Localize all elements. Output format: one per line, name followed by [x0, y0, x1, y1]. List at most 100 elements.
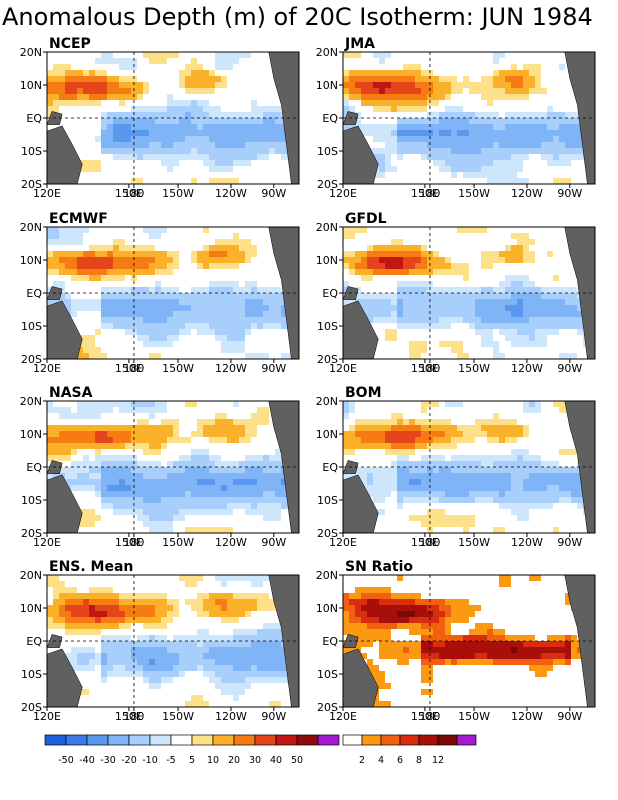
y-tick-label: 10N: [316, 79, 338, 92]
x-tick-label: 120E: [329, 710, 357, 723]
x-tick-label: 150E: [411, 710, 439, 723]
y-tick-label: 20S: [317, 178, 338, 191]
anomaly-colorbar-label: -5: [166, 755, 175, 766]
y-tick-label: 20N: [316, 46, 338, 59]
x-tick-label: 180: [419, 536, 440, 549]
y-tick-label: 20N: [20, 221, 42, 234]
y-tick-label: 10S: [21, 145, 42, 158]
panel-title: SN Ratio: [345, 559, 413, 575]
y-tick-label: EQ: [26, 287, 42, 300]
y-tick-label: 10N: [316, 254, 338, 267]
x-tick-label: 120W: [215, 187, 247, 200]
x-tick-label: 120W: [215, 362, 247, 375]
anomaly-colorbar-swatch: [44, 734, 67, 746]
anomaly-colorbar-swatch: [65, 734, 88, 746]
y-tick-label: 20N: [316, 221, 338, 234]
anomaly-colorbar-label: -30: [100, 755, 116, 766]
x-tick-label: 150E: [411, 536, 439, 549]
y-tick-label: 10S: [21, 320, 42, 333]
anomaly-colorbar-label: 10: [207, 755, 219, 766]
y-tick-label: 20S: [21, 701, 42, 714]
panel-title: ECMWF: [49, 211, 108, 227]
y-tick-label: 20N: [316, 569, 338, 582]
x-tick-label: 120E: [33, 362, 61, 375]
snr-colorbar-swatch: [380, 734, 401, 746]
anomaly-colorbar-label: 20: [228, 755, 240, 766]
y-tick-label: EQ: [322, 635, 338, 648]
x-tick-label: 180: [419, 710, 440, 723]
snr-colorbar-label: 2: [359, 755, 365, 766]
y-tick-label: 20S: [317, 701, 338, 714]
y-tick-label: 10S: [317, 494, 338, 507]
anomaly-colorbar-label: 30: [249, 755, 261, 766]
y-tick-label: EQ: [322, 112, 338, 125]
x-tick-label: 120W: [511, 710, 543, 723]
anomaly-colorbar-swatch: [296, 734, 319, 746]
x-tick-label: 90W: [261, 710, 286, 723]
snr-colorbar-swatch: [399, 734, 420, 746]
x-tick-label: 150W: [162, 536, 194, 549]
anomaly-colorbar-swatch: [86, 734, 109, 746]
x-tick-label: 180: [123, 710, 144, 723]
x-tick-label: 150W: [162, 187, 194, 200]
field: [47, 401, 299, 533]
anomaly-colorbar-label: -40: [79, 755, 95, 766]
x-tick-label: 150W: [458, 362, 490, 375]
snr-colorbar: 2 4 6 8 12: [342, 734, 477, 766]
x-tick-label: 120W: [511, 362, 543, 375]
y-tick-label: 20S: [21, 527, 42, 540]
y-tick-label: 10S: [21, 668, 42, 681]
snr-colorbar-label: 4: [378, 755, 384, 766]
x-tick-label: 150W: [162, 710, 194, 723]
x-tick-label: 120E: [329, 362, 357, 375]
x-tick-label: 150W: [162, 362, 194, 375]
panel-title: NCEP: [49, 36, 91, 52]
anomaly-colorbar-swatch: [191, 734, 214, 746]
y-tick-label: 20N: [316, 395, 338, 408]
snr-colorbar-swatch: [342, 734, 363, 746]
y-tick-label: EQ: [26, 635, 42, 648]
x-tick-label: 150E: [115, 187, 143, 200]
x-tick-label: 120E: [329, 187, 357, 200]
y-tick-label: 10N: [20, 602, 42, 615]
x-tick-label: 120W: [215, 536, 247, 549]
panel-title: ENS. Mean: [49, 559, 133, 575]
anomaly-colorbar-swatch: [128, 734, 151, 746]
x-tick-label: 120W: [215, 710, 247, 723]
y-tick-label: 10N: [20, 79, 42, 92]
y-tick-label: 10S: [317, 668, 338, 681]
y-tick-label: EQ: [26, 112, 42, 125]
y-tick-label: 20S: [317, 353, 338, 366]
snr-colorbar-label: 6: [397, 755, 403, 766]
anomaly-colorbar-swatch: [170, 734, 193, 746]
anomaly-colorbar-label: -50: [58, 755, 74, 766]
x-tick-label: 120E: [33, 536, 61, 549]
x-tick-label: 90W: [557, 710, 582, 723]
y-tick-label: 20S: [21, 178, 42, 191]
panel-title: JMA: [344, 36, 375, 52]
y-tick-label: 10N: [20, 254, 42, 267]
x-tick-label: 120E: [33, 187, 61, 200]
x-tick-label: 150E: [115, 710, 143, 723]
x-tick-label: 120E: [329, 536, 357, 549]
snr-colorbar-swatch: [437, 734, 458, 746]
panel-title: GFDL: [345, 211, 387, 227]
x-tick-label: 150W: [458, 536, 490, 549]
anomaly-colorbar-swatch: [149, 734, 172, 746]
x-tick-label: 90W: [557, 536, 582, 549]
x-tick-label: 150E: [411, 187, 439, 200]
snr-colorbar-swatch: [418, 734, 439, 746]
x-tick-label: 90W: [557, 362, 582, 375]
x-tick-label: 150E: [411, 362, 439, 375]
anomaly-colorbar-label: -10: [142, 755, 158, 766]
x-tick-label: 90W: [261, 536, 286, 549]
y-tick-label: 20N: [20, 46, 42, 59]
snr-colorbar-swatch: [361, 734, 382, 746]
